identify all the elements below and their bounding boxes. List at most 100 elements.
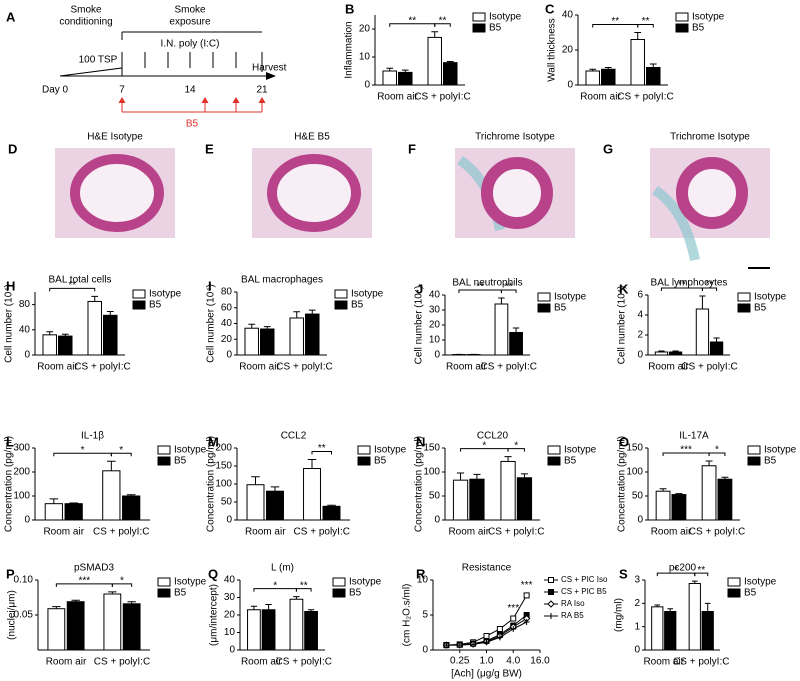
chart-title: pSMAD3 <box>74 563 114 574</box>
y-tick-label: 0 <box>637 515 643 526</box>
chart-title: IL-1β <box>81 431 104 442</box>
error-bar <box>49 498 59 504</box>
panel-letter: B <box>345 1 354 16</box>
bar <box>244 327 259 356</box>
error-bar <box>667 608 674 612</box>
y-axis-label: (mg/ml) <box>614 598 625 632</box>
error-bar <box>658 350 665 352</box>
legend-swatch <box>132 300 146 310</box>
x-tick-label: CS + polyI:C <box>673 657 729 668</box>
bar <box>42 334 57 356</box>
legend-label: CS + PIC Iso <box>561 575 608 584</box>
error-bar <box>520 473 529 478</box>
y-tick-label: 150 <box>215 461 232 472</box>
bar <box>398 71 413 86</box>
legend-label: RA B5 <box>561 611 584 620</box>
significance-bracket <box>694 572 709 577</box>
y-tick-label: 10 <box>417 575 429 586</box>
x-tick-label: CS + polyI:C <box>276 657 332 668</box>
bar <box>688 583 701 651</box>
bar <box>66 601 85 651</box>
legend-label: B5 <box>349 588 362 599</box>
y-axis-label: (nuclei/μm) <box>7 590 18 640</box>
legend-swatch <box>157 456 171 466</box>
y-tick-label: 50 <box>221 497 233 508</box>
instillation-label: I.N. poly (I:C) <box>161 39 220 50</box>
y-tick-label: 40 <box>562 10 574 21</box>
y-tick-label: 20 <box>224 610 236 621</box>
y-tick-label: 10 <box>224 627 236 638</box>
error-bar <box>248 323 256 329</box>
bar <box>630 39 645 86</box>
significance-bracket <box>708 452 726 456</box>
annotation: *** <box>521 580 533 591</box>
error-bar <box>107 460 116 471</box>
collagen <box>652 185 700 262</box>
legend-swatch <box>727 588 741 598</box>
legend-swatch <box>537 303 551 313</box>
marker <box>510 615 517 622</box>
error-bar <box>704 602 711 612</box>
error-bar <box>52 606 61 609</box>
error-bar <box>108 591 117 594</box>
error-bar <box>649 63 657 68</box>
legend-swatch <box>157 445 171 455</box>
error-bar <box>431 31 439 38</box>
y-axis-label: Inflammation <box>344 21 355 78</box>
x-tick-label: CS + polyI:C <box>681 362 737 373</box>
x-tick-label: Room air <box>241 657 282 668</box>
x-tick-label: Room air <box>37 362 78 373</box>
legend-swatch <box>737 292 751 302</box>
phase-label: Smoke <box>70 5 102 16</box>
error-bar <box>91 295 99 302</box>
y-tick-label: 0 <box>24 515 30 526</box>
marker <box>470 641 477 648</box>
legend-swatch <box>472 23 486 33</box>
ramp <box>59 67 123 77</box>
phase-label: conditioning <box>59 17 112 28</box>
chart-title: Resistance <box>462 563 512 574</box>
panel-letter: A <box>6 9 16 24</box>
y-tick-label: 10 <box>359 52 371 63</box>
legend-label: B5 <box>174 456 187 467</box>
bar <box>64 503 83 521</box>
legend-label: B5 <box>489 23 502 34</box>
y-axis-label: Cell number (10⁴) <box>4 284 15 363</box>
arrowhead <box>266 72 276 80</box>
y-tick-label: 0 <box>364 80 370 91</box>
chart-title: BAL neutrophils <box>452 278 522 289</box>
legend-label: CS + PIC B5 <box>561 587 607 596</box>
legend-label: Isotype <box>564 445 597 456</box>
airway-wall <box>70 154 164 232</box>
error-bar <box>446 60 454 63</box>
bar <box>668 351 683 356</box>
y-axis-label: Cell number (10⁴) <box>617 286 628 365</box>
error-bar <box>672 350 679 352</box>
legend-swatch <box>472 12 486 22</box>
significance-label: ** <box>611 16 619 27</box>
y-tick-label: 80 <box>19 299 31 310</box>
legend-swatch <box>547 445 561 455</box>
error-bar <box>473 473 481 480</box>
bar <box>655 490 671 521</box>
significance-label: ** <box>318 443 326 454</box>
significance-label: * <box>482 440 486 451</box>
x-tick-label: Room air <box>239 362 280 373</box>
panel-letter: N <box>416 434 425 449</box>
error-bar <box>699 295 706 309</box>
bar <box>87 300 102 356</box>
dose-label: 100 TSP <box>79 55 118 66</box>
error-bar <box>498 297 505 304</box>
y-axis-label: (μm/intercept) <box>209 584 220 646</box>
y-tick-label: 0 <box>422 645 428 656</box>
bar <box>664 611 677 651</box>
x-tick-label: CS + polyI:C <box>481 362 537 373</box>
panel-letter: M <box>208 434 219 449</box>
chart-title: BAL total cells <box>49 275 112 286</box>
chart-title: CCL2 <box>281 431 307 442</box>
panel-letter: L <box>6 434 14 449</box>
x-tick-label: CS + polyI:C <box>94 657 150 668</box>
chart-title: BAL macrophages <box>241 275 323 286</box>
legend-label: Isotype <box>554 292 587 303</box>
